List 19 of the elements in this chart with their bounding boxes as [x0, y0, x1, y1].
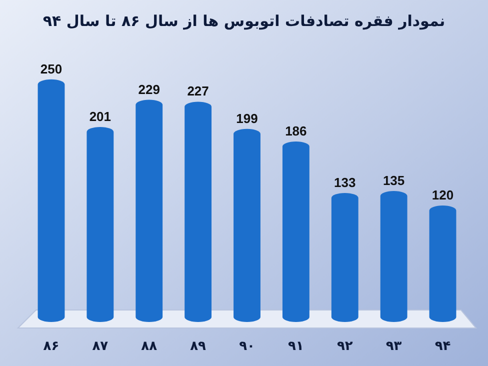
- x-tick-label: ۹۴: [434, 339, 451, 354]
- data-label: 250: [40, 61, 62, 76]
- x-tick-label: ۸۹: [190, 339, 206, 354]
- x-tick-label: ۹۱: [288, 339, 304, 354]
- data-label: 201: [89, 108, 112, 124]
- data-label: 227: [187, 84, 209, 99]
- x-tick-label: ۸۷: [92, 339, 108, 354]
- x-tick-label: ۸۶: [43, 339, 60, 354]
- data-label: 229: [138, 82, 160, 97]
- data-label: 186: [285, 124, 307, 139]
- data-label: 133: [334, 174, 356, 190]
- data-label: 135: [382, 173, 405, 188]
- x-tick-label: ۹۲: [336, 339, 353, 354]
- data-label: 120: [432, 188, 454, 203]
- x-tick-label: ۹۰: [239, 339, 255, 354]
- x-tick-label: ۸۸: [141, 339, 158, 354]
- chart-title: نمودار فقره تصادفات اتوبوس ها از سال ۸۶ تا سال ۹۴: [42, 12, 446, 30]
- data-label: 199: [236, 110, 258, 126]
- x-tick-label: ۹۳: [386, 339, 402, 354]
